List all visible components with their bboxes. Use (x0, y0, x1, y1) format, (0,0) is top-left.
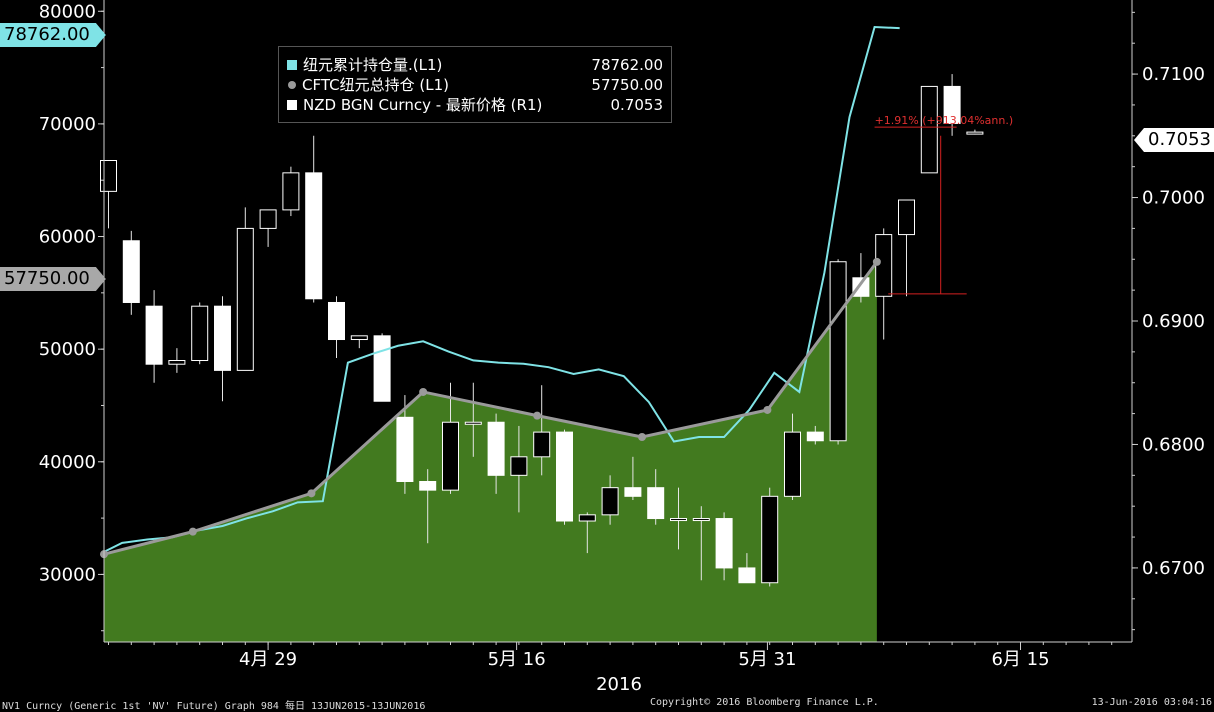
last-value-flag-cumulative: 78762.00 (0, 23, 106, 47)
right-tick-label: 0.7100 (1142, 64, 1205, 85)
measure-annotation-label: +1.91% (+913.04%ann.) (875, 114, 1014, 127)
right-tick-label: 0.6700 (1142, 558, 1205, 579)
right-tick-label: 0.6900 (1142, 311, 1205, 332)
candle-body-down (305, 172, 323, 300)
legend-value: 0.7053 (610, 96, 664, 114)
candle-body-up (670, 518, 687, 522)
cftc-point (307, 489, 316, 498)
candle-body-up (442, 421, 459, 491)
candle-body-down (214, 305, 231, 371)
candle-body-down (145, 305, 163, 365)
candle-body-down (122, 240, 140, 303)
cftc-point (533, 411, 542, 420)
candle-body-down (556, 431, 573, 522)
right-tick-label: 0.6800 (1142, 434, 1205, 455)
cftc-point (872, 257, 881, 266)
x-tick-label: 4月 29 (239, 649, 297, 670)
footer-copyright: Copyright© 2016 Bloomberg Finance L.P. (650, 697, 879, 708)
candle-body-up (191, 305, 209, 362)
x-tick-label: 5月 16 (488, 649, 546, 670)
cftc-point (188, 527, 197, 536)
candle-body-down (715, 518, 733, 569)
cftc-point (638, 433, 647, 442)
candle-body-up (510, 456, 528, 476)
legend-entry-cumulative: 纽元累计持仓量.(L1) 78762.00 (287, 55, 663, 75)
candle-body-up (578, 514, 596, 522)
cumulative-position-line (103, 25, 900, 553)
footer-series-info: NV1 Curncy (Generic 1st 'NV' Future) Gra… (2, 701, 426, 712)
candle-body-up (966, 131, 984, 135)
candle-body-up (168, 360, 186, 365)
chart-legend: 纽元累计持仓量.(L1) 78762.00 CFTC纽元总持仓 (L1) 577… (278, 46, 672, 123)
candle-body-down (943, 85, 961, 124)
candle-body-up (259, 209, 277, 229)
legend-swatch-dot-icon (288, 81, 296, 89)
candle-body-down (852, 277, 870, 297)
candle-body-up (464, 421, 482, 425)
candle-body-down (419, 481, 437, 491)
candle-body-down (647, 487, 665, 520)
candle-body-down (328, 301, 345, 341)
cftc-point (419, 387, 428, 396)
candle-body-down (738, 567, 756, 584)
candle-body-down (487, 421, 505, 476)
price-candles (100, 74, 984, 587)
last-value-flag-cftc: 57750.00 (0, 267, 106, 291)
candle-body-up (100, 160, 117, 192)
candle-body-up (761, 495, 779, 584)
left-tick-label: 80000 (39, 1, 96, 22)
legend-entry-price: NZD BGN Curncy - 最新价格 (R1) 0.7053 (287, 95, 663, 115)
left-tick-label: 50000 (39, 339, 96, 360)
candle-body-up (282, 172, 300, 211)
annotation-layer: +1.91% (+913.04%ann.) (874, 114, 1014, 295)
left-tick-label: 40000 (39, 452, 96, 473)
last-value-flag-price: 0.7053 (1134, 128, 1214, 152)
left-tick-label: 30000 (39, 564, 96, 585)
right-tick-label: 0.7000 (1142, 188, 1205, 209)
candle-body-up (692, 518, 710, 522)
candle-body-up (784, 431, 801, 497)
left-tick-label: 60000 (39, 227, 96, 248)
x-year-label: 2016 (596, 674, 642, 695)
legend-entry-cftc: CFTC纽元总持仓 (L1) 57750.00 (287, 75, 663, 95)
candle-body-up (601, 487, 619, 516)
candle-body-down (806, 431, 824, 442)
legend-name: NZD BGN Curncy - 最新价格 (R1) (303, 96, 543, 114)
legend-value: 78762.00 (591, 56, 663, 74)
candle-body-up (898, 199, 915, 236)
x-tick-label: 6月 15 (991, 649, 1049, 670)
legend-swatch-square-icon (287, 100, 297, 110)
candle-body-up (533, 431, 551, 458)
cftc-point (763, 405, 772, 414)
axes: 30000 40000 50000 60000 70000 80000 0.6700 0.68… (39, 0, 1205, 695)
legend-name: 纽元累计持仓量.(L1) (303, 56, 443, 74)
candle-body-down (373, 335, 391, 402)
left-tick-label: 70000 (39, 114, 96, 135)
legend-name: CFTC纽元总持仓 (L1) (302, 76, 449, 94)
series-lines (100, 25, 900, 559)
candle-body-down (624, 487, 642, 497)
candle-body-up (350, 335, 368, 341)
candle-body-up (236, 227, 254, 371)
legend-swatch-square-icon (287, 60, 297, 70)
footer-timestamp: 13-Jun-2016 03:04:16 (1091, 697, 1212, 708)
candle-body-up (920, 85, 938, 174)
legend-value: 57750.00 (591, 76, 663, 94)
candle-body-down (396, 416, 414, 482)
x-tick-label: 5月 31 (738, 649, 796, 670)
cftc-position-line (103, 260, 879, 556)
candle-body-up (829, 261, 847, 442)
